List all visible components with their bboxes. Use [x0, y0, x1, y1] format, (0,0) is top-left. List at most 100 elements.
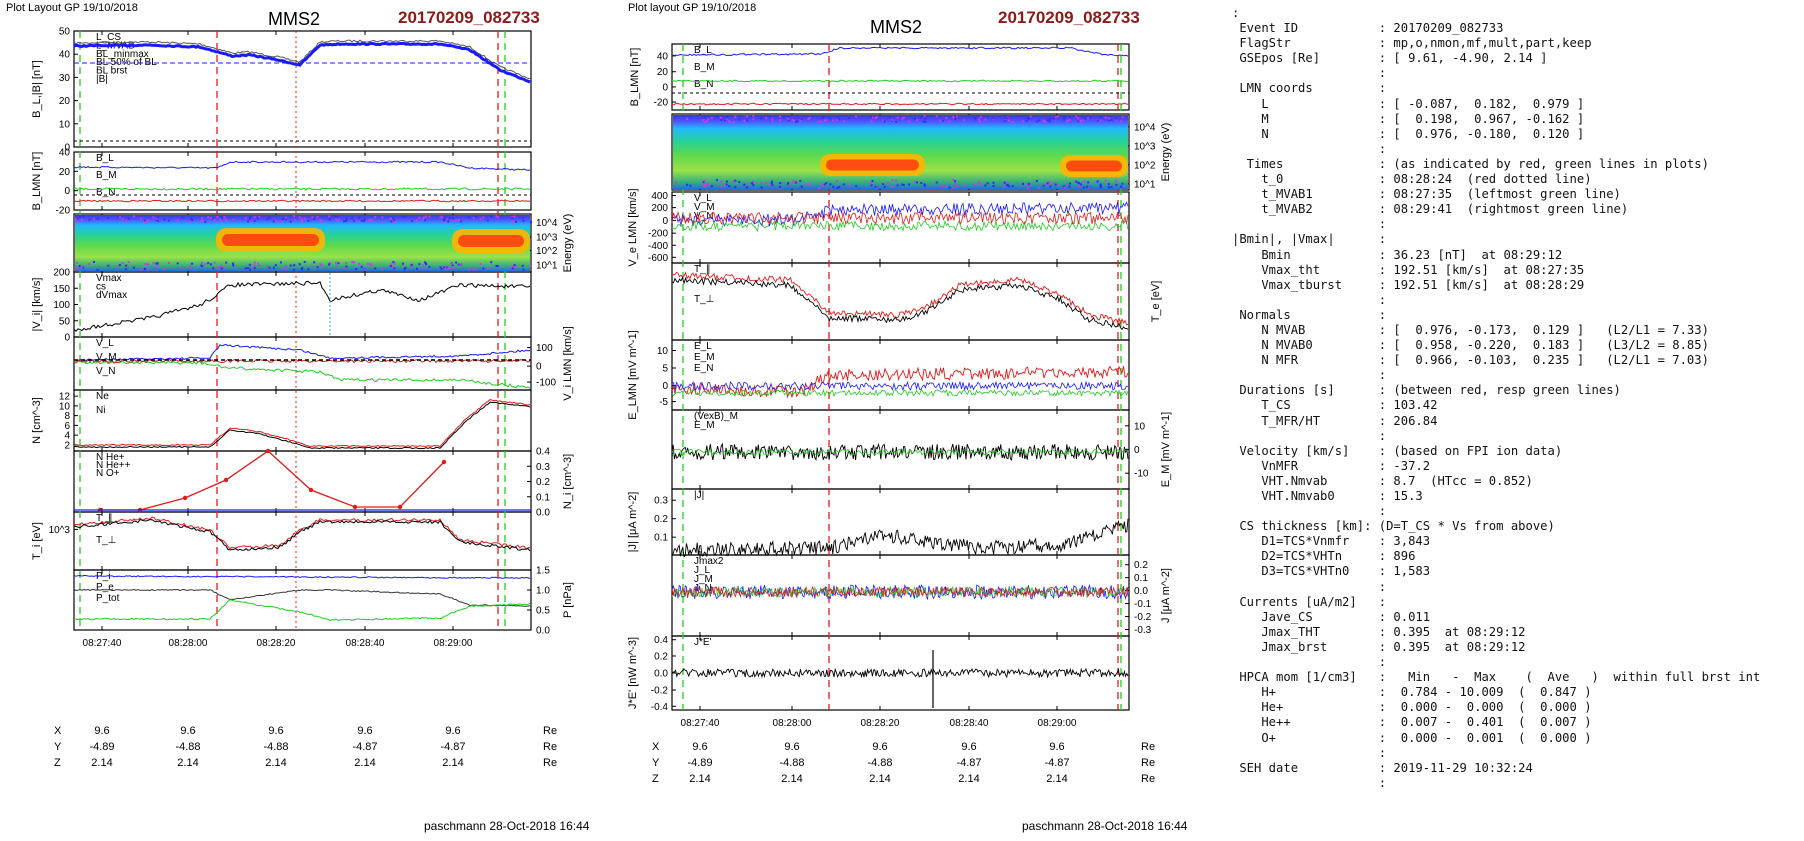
spectrogram-speckle: [992, 116, 995, 119]
pos-value: 2.14: [91, 757, 112, 769]
spectrogram-speckle: [301, 267, 304, 270]
spectrogram-speckle: [482, 216, 485, 219]
spectrogram-speckle: [445, 266, 448, 269]
spectrogram-speckle: [1003, 116, 1006, 119]
spectrogram-speckle: [490, 261, 493, 264]
y-tick-label: 0: [536, 362, 542, 373]
y-tick-label: 0: [662, 216, 668, 227]
spectrogram-speckle: [686, 117, 689, 120]
series-line-vl: [73, 343, 531, 362]
spectrogram-speckle: [1104, 179, 1107, 182]
y-axis-label: E_LMN [mV m^-1]: [627, 330, 639, 420]
spectrogram-speckle: [1003, 185, 1006, 188]
spectrogram-speckle: [424, 261, 427, 264]
right-event-label: 20170209_082733: [998, 8, 1140, 27]
legend-entry: P_e: [96, 582, 114, 593]
y-tick-label: 0.2: [654, 514, 668, 525]
y-tick-label: 1.5: [536, 566, 550, 577]
info-line: |Bmin|, |Vmax| :: [1232, 232, 1387, 247]
y-tick-label: -400: [648, 241, 668, 252]
spectrogram-speckle: [751, 182, 754, 185]
spectrogram-speckle: [77, 220, 80, 223]
y-tick-label: 20: [657, 67, 669, 78]
spectrogram-speckle: [132, 266, 135, 269]
left-spacecraft-label: MMS2: [268, 9, 321, 29]
spectrogram-speckle: [935, 181, 938, 184]
event-info-text: : Event ID : 20170209_082733 FlagStr : m…: [1232, 6, 1760, 791]
series-line-j-abs: [671, 518, 1129, 558]
spectrogram: [673, 115, 1128, 189]
spectrogram-speckle: [92, 217, 95, 220]
legend-entry: cs: [96, 282, 106, 293]
x-tick-label: 08:28:20: [861, 718, 900, 729]
spectrogram-speckle: [253, 219, 256, 222]
pos-value: -4.88: [779, 757, 804, 769]
spectrogram-speckle: [268, 266, 271, 269]
spectrogram-speckle: [825, 182, 828, 185]
spectrogram-speckle: [888, 182, 891, 185]
spectrogram-speckle: [888, 115, 891, 118]
y-tick-label: 0.3: [654, 496, 668, 507]
spectrogram-speckle: [1083, 117, 1086, 120]
info-line: t_MVAB1 : 08:27:35 (leftmost green line): [1261, 187, 1621, 202]
spectrogram-speckle: [902, 116, 905, 119]
spectrogram-speckle: [191, 218, 194, 221]
spectrogram-speckle: [392, 261, 395, 264]
right-footer: paschmann 28-Oct-2018 16:44: [1022, 819, 1188, 833]
y-tick-label: 0.0: [1134, 586, 1148, 597]
spectrogram-speckle: [751, 115, 754, 118]
spectrogram-speckle: [156, 216, 159, 219]
data-point-he-plus-plus: [397, 504, 403, 510]
info-line: O+ : 0.000 - 0.001 ( 0.000 ): [1261, 730, 1592, 745]
y-tick-label: 12: [59, 392, 71, 403]
spectrogram-speckle: [1120, 120, 1123, 123]
spectrogram-speckle: [293, 215, 296, 218]
right-spacecraft-label: MMS2: [870, 17, 923, 37]
spectrogram-speckle: [920, 116, 923, 119]
spectrogram-speckle: [1082, 119, 1085, 122]
spectrogram-speckle: [107, 216, 110, 219]
info-line: :: [1378, 428, 1387, 443]
spectrogram-speckle: [1011, 185, 1014, 188]
spectrogram-speckle: [1069, 182, 1072, 185]
spectrogram-speckle: [249, 216, 252, 219]
spectrogram-speckle: [167, 219, 170, 222]
y-tick-label: 40: [59, 148, 71, 159]
spectrogram-speckle: [144, 263, 147, 266]
spectrogram-speckle: [1099, 183, 1102, 186]
info-line: Vmax_tburst : 192.51 [km/s] at 08:28:29: [1261, 277, 1585, 292]
spectrogram-speckle: [440, 267, 443, 270]
spectrogram-speckle: [1107, 119, 1110, 122]
spectrogram-speckle: [984, 118, 987, 121]
spectrogram-speckle: [923, 184, 926, 187]
spectrogram-speckle: [778, 115, 781, 118]
spectrogram-speckle: [832, 185, 835, 188]
y-tick-label: 0: [64, 143, 70, 154]
spectrogram-speckle: [139, 268, 142, 271]
spectrogram-speckle: [428, 215, 431, 218]
series-line-vexb: [671, 442, 1129, 462]
spectrogram-speckle: [216, 266, 219, 269]
info-line: T_CS : 103.42: [1261, 398, 1438, 413]
spectrogram-speckle: [829, 183, 832, 186]
spectrogram-speckle: [820, 183, 823, 186]
spectrogram-speckle: [874, 117, 877, 120]
spectrogram-speckle: [787, 119, 790, 122]
spectrogram-speckle: [771, 180, 774, 183]
spectrogram-speckle: [1038, 119, 1041, 122]
spectrogram-speckle: [1077, 117, 1080, 120]
spectrogram-speckle: [511, 268, 514, 271]
spectrogram-speckle: [869, 116, 872, 119]
spectrogram-speckle: [334, 261, 337, 264]
spectrogram-speckle: [895, 179, 898, 182]
series-line-vn: [73, 358, 531, 364]
spectrogram-speckle: [703, 183, 706, 186]
spectrogram-speckle: [360, 265, 363, 268]
spectrogram-speckle: [1107, 117, 1110, 120]
spectrogram-speckle: [752, 180, 755, 183]
spectrogram-speckle: [393, 267, 396, 270]
spectrogram-speckle: [1077, 120, 1080, 123]
spectrogram-speckle: [511, 267, 514, 270]
